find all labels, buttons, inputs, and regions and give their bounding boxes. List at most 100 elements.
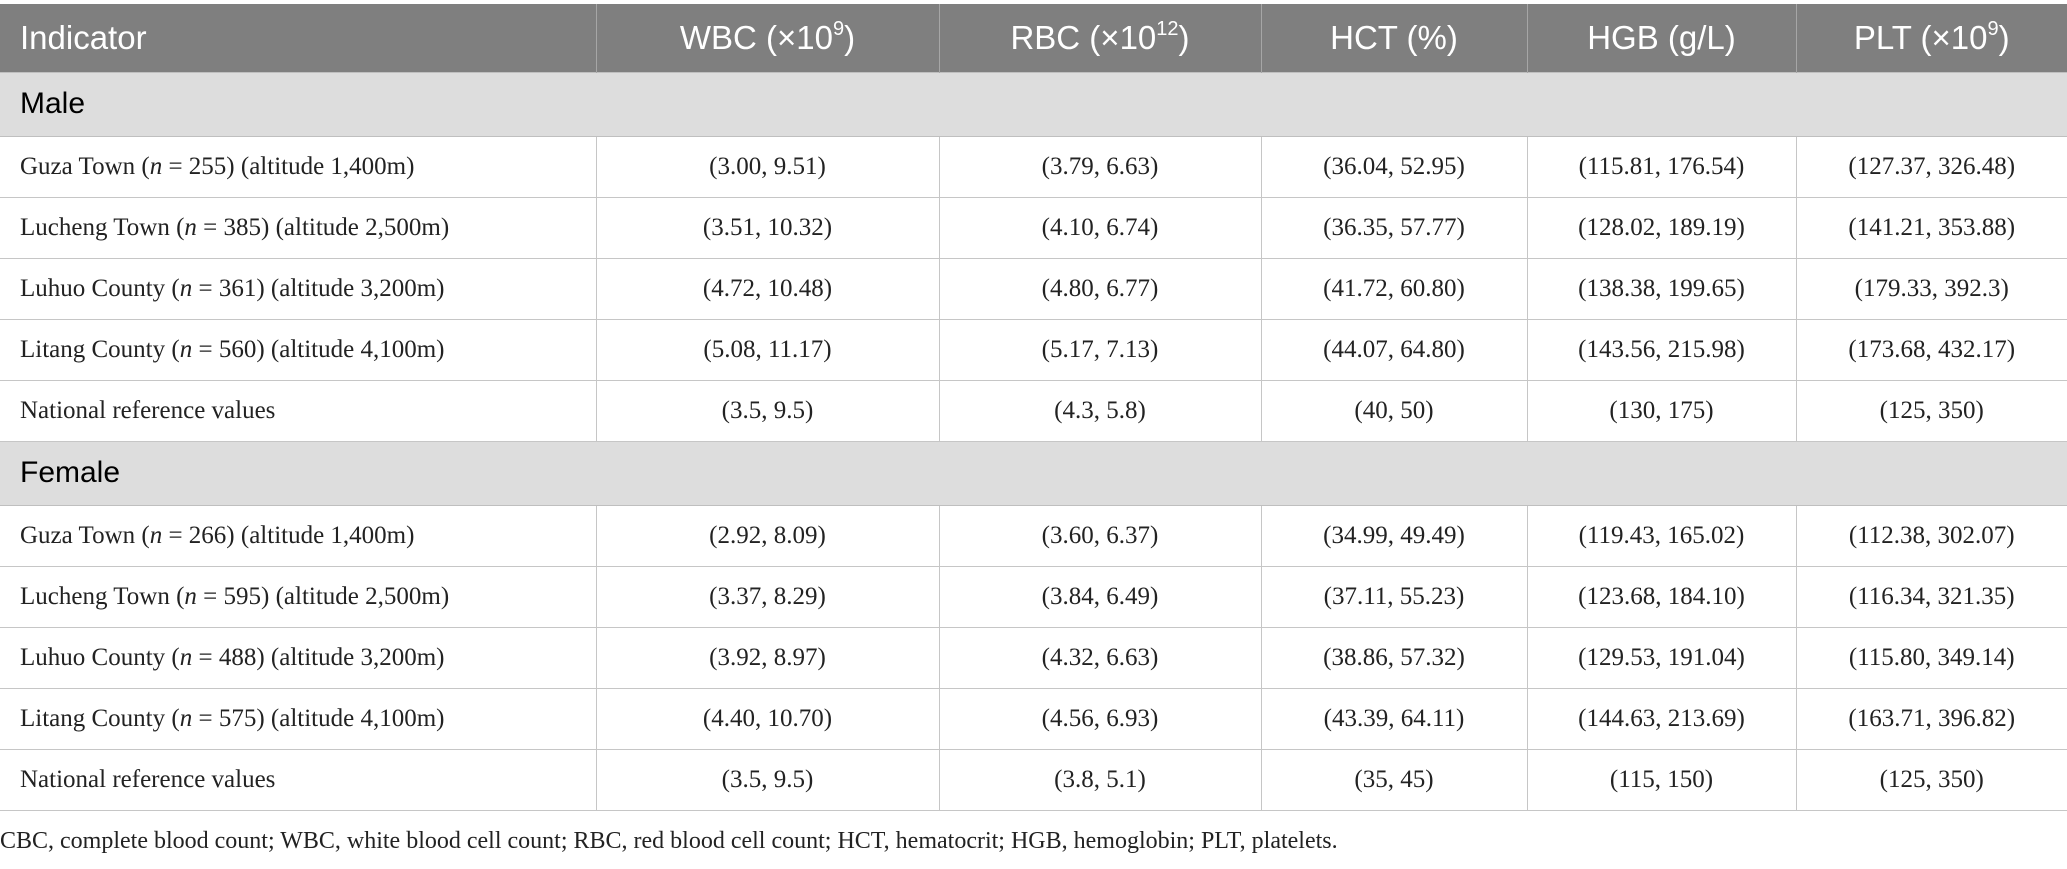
header-rbc-close: ) xyxy=(1178,18,1190,56)
cell-wbc: (4.40, 10.70) xyxy=(596,688,940,750)
row-n-symbol: n xyxy=(184,213,197,241)
row-place: Lucheng Town ( xyxy=(20,213,185,241)
table-row-national-reference: National reference values (3.5, 9.5) (3.… xyxy=(0,749,2067,811)
cbc-reference-table-container: Indicator WBC (×109) RBC (×1012) HCT (%)… xyxy=(0,4,2067,811)
cell-hgb: (115, 150) xyxy=(1527,749,1797,811)
header-plt: PLT (×109) xyxy=(1796,4,2067,72)
cell-hgb: (129.53, 191.04) xyxy=(1527,627,1797,689)
cell-rbc: (3.79, 6.63) xyxy=(939,136,1262,198)
header-plt-text: PLT (×10 xyxy=(1853,18,1988,56)
row-detail: = 488) (altitude 3,200m) xyxy=(192,643,445,671)
cell-hct: (36.35, 57.77) xyxy=(1261,197,1528,259)
row-label: National reference values xyxy=(0,749,597,811)
row-label: Luhuo County (n = 488) (altitude 3,200m) xyxy=(0,627,597,689)
cell-plt: (179.33, 392.3) xyxy=(1796,258,2067,320)
section-label: Female xyxy=(0,440,2067,506)
row-label: Lucheng Town (n = 595) (altitude 2,500m) xyxy=(0,566,597,628)
header-wbc: WBC (×109) xyxy=(596,4,940,72)
section-row-female: Female xyxy=(0,440,2067,506)
header-rbc: RBC (×1012) xyxy=(939,4,1262,72)
cell-plt: (173.68, 432.17) xyxy=(1796,319,2067,381)
row-label: National reference values xyxy=(0,380,597,442)
cell-hct: (40, 50) xyxy=(1261,380,1528,442)
cell-plt: (163.71, 396.82) xyxy=(1796,688,2067,750)
cell-wbc: (5.08, 11.17) xyxy=(596,319,940,381)
cell-plt: (125, 350) xyxy=(1796,380,2067,442)
cell-plt: (112.38, 302.07) xyxy=(1796,505,2067,567)
table-row: Luhuo County (n = 488) (altitude 3,200m)… xyxy=(0,627,2067,689)
row-place: Luhuo County ( xyxy=(20,274,180,302)
table-row: Luhuo County (n = 361) (altitude 3,200m)… xyxy=(0,258,2067,320)
cell-hct: (36.04, 52.95) xyxy=(1261,136,1528,198)
row-detail: = 255) (altitude 1,400m) xyxy=(162,152,415,180)
header-rbc-exponent: 12 xyxy=(1156,17,1179,40)
row-place: Litang County ( xyxy=(20,335,180,363)
section-label: Male xyxy=(0,71,2067,137)
cell-hct: (44.07, 64.80) xyxy=(1261,319,1528,381)
row-detail: = 266) (altitude 1,400m) xyxy=(162,521,415,549)
cell-hgb: (138.38, 199.65) xyxy=(1527,258,1797,320)
row-label: Litang County (n = 575) (altitude 4,100m… xyxy=(0,688,597,750)
row-n-symbol: n xyxy=(179,704,193,732)
header-rbc-text: RBC (×10 xyxy=(1010,18,1157,56)
row-place: Lucheng Town ( xyxy=(20,582,185,610)
cell-rbc: (3.8, 5.1) xyxy=(939,749,1262,811)
cell-hct: (38.86, 57.32) xyxy=(1261,627,1528,689)
cell-rbc: (4.80, 6.77) xyxy=(939,258,1262,320)
row-n-symbol: n xyxy=(179,274,193,302)
cell-wbc: (3.5, 9.5) xyxy=(596,380,940,442)
row-detail: = 560) (altitude 4,100m) xyxy=(192,335,445,363)
cell-hct: (34.99, 49.49) xyxy=(1261,505,1528,567)
cell-hgb: (144.63, 213.69) xyxy=(1527,688,1797,750)
cell-rbc: (3.60, 6.37) xyxy=(939,505,1262,567)
cell-wbc: (4.72, 10.48) xyxy=(596,258,940,320)
table-row: Litang County (n = 575) (altitude 4,100m… xyxy=(0,688,2067,750)
section-row-male: Male xyxy=(0,71,2067,137)
cell-rbc: (4.32, 6.63) xyxy=(939,627,1262,689)
cell-hct: (35, 45) xyxy=(1261,749,1528,811)
header-plt-exponent: 9 xyxy=(1987,17,1999,40)
row-place: Litang County ( xyxy=(20,704,180,732)
header-wbc-text: WBC (×10 xyxy=(679,18,833,56)
table-row: Lucheng Town (n = 385) (altitude 2,500m)… xyxy=(0,197,2067,259)
cell-plt: (141.21, 353.88) xyxy=(1796,197,2067,259)
cell-hgb: (128.02, 189.19) xyxy=(1527,197,1797,259)
cbc-reference-table: Indicator WBC (×109) RBC (×1012) HCT (%)… xyxy=(0,4,2067,811)
cell-wbc: (3.37, 8.29) xyxy=(596,566,940,628)
row-detail: = 575) (altitude 4,100m) xyxy=(192,704,445,732)
cell-plt: (116.34, 321.35) xyxy=(1796,566,2067,628)
row-label: Guza Town (n = 255) (altitude 1,400m) xyxy=(0,136,597,198)
cell-wbc: (3.92, 8.97) xyxy=(596,627,940,689)
header-indicator: Indicator xyxy=(0,4,597,72)
row-label: Guza Town (n = 266) (altitude 1,400m) xyxy=(0,505,597,567)
cell-hct: (37.11, 55.23) xyxy=(1261,566,1528,628)
table-header: Indicator WBC (×109) RBC (×1012) HCT (%)… xyxy=(0,4,2067,72)
row-n-symbol: n xyxy=(184,582,197,610)
cell-plt: (125, 350) xyxy=(1796,749,2067,811)
header-row: Indicator WBC (×109) RBC (×1012) HCT (%)… xyxy=(0,4,2067,72)
header-wbc-exponent: 9 xyxy=(833,17,845,40)
cell-hct: (43.39, 64.11) xyxy=(1261,688,1528,750)
cell-hct: (41.72, 60.80) xyxy=(1261,258,1528,320)
row-label: Luhuo County (n = 361) (altitude 3,200m) xyxy=(0,258,597,320)
table-row-national-reference: National reference values (3.5, 9.5) (4.… xyxy=(0,380,2067,442)
cell-wbc: (2.92, 8.09) xyxy=(596,505,940,567)
cell-hgb: (130, 175) xyxy=(1527,380,1797,442)
cell-rbc: (4.10, 6.74) xyxy=(939,197,1262,259)
cell-wbc: (3.51, 10.32) xyxy=(596,197,940,259)
cell-rbc: (4.3, 5.8) xyxy=(939,380,1262,442)
table-footnote: CBC, complete blood count; WBC, white bl… xyxy=(0,828,1338,854)
header-hgb: HGB (g/L) xyxy=(1527,4,1797,72)
row-label: Lucheng Town (n = 385) (altitude 2,500m) xyxy=(0,197,597,259)
cell-rbc: (5.17, 7.13) xyxy=(939,319,1262,381)
row-n-symbol: n xyxy=(179,335,193,363)
header-plt-close: ) xyxy=(1998,18,2010,56)
cell-hgb: (115.81, 176.54) xyxy=(1527,136,1797,198)
row-n-symbol: n xyxy=(149,521,163,549)
table-row: Lucheng Town (n = 595) (altitude 2,500m)… xyxy=(0,566,2067,628)
row-n-symbol: n xyxy=(179,643,193,671)
row-label: Litang County (n = 560) (altitude 4,100m… xyxy=(0,319,597,381)
cell-rbc: (4.56, 6.93) xyxy=(939,688,1262,750)
row-place: Luhuo County ( xyxy=(20,643,180,671)
header-hct: HCT (%) xyxy=(1261,4,1528,72)
